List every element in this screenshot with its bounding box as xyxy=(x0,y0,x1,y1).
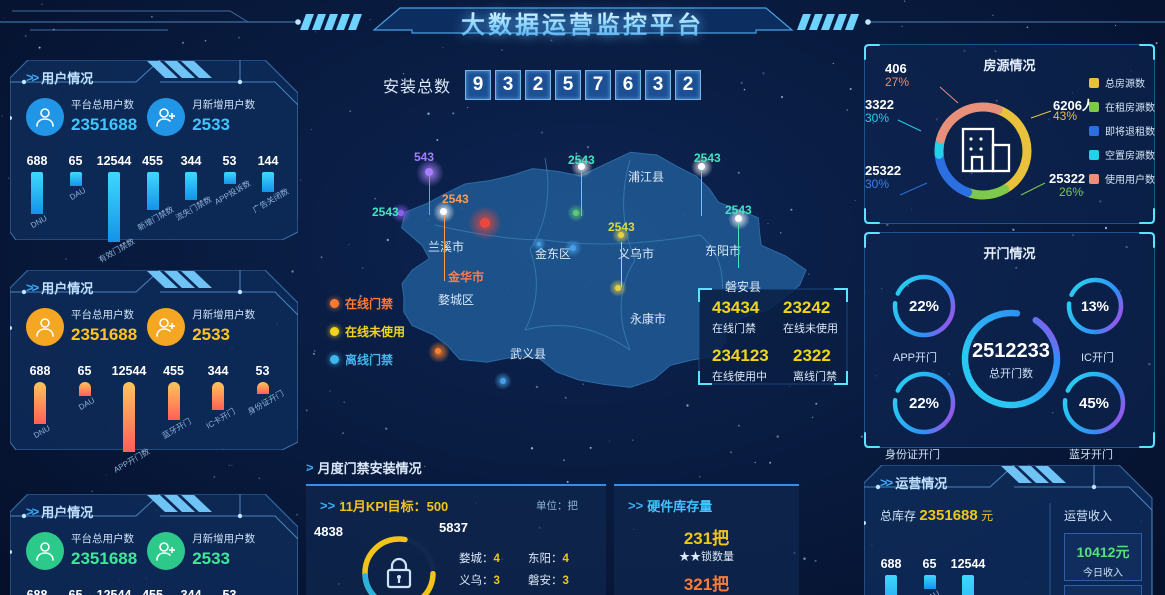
svg-text:2512233: 2512233 xyxy=(972,340,1050,362)
svg-text:13%: 13% xyxy=(1081,298,1110,314)
svg-text:22%: 22% xyxy=(909,395,939,412)
svg-text:45%: 45% xyxy=(1079,395,1109,412)
svg-text:22%: 22% xyxy=(909,298,939,315)
svg-text:总开门数: 总开门数 xyxy=(989,366,1033,380)
